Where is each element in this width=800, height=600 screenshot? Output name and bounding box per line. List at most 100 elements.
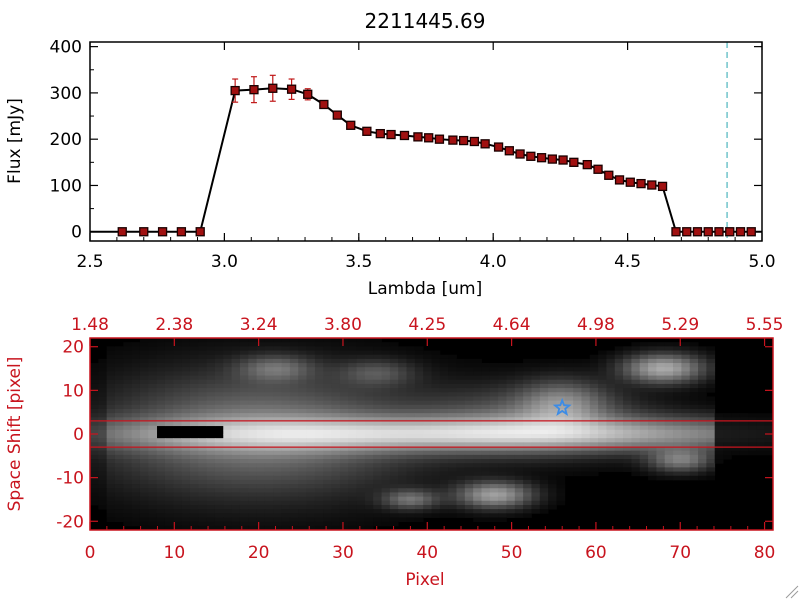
image-cell xyxy=(231,354,241,360)
image-cell xyxy=(323,496,332,502)
image-cell xyxy=(181,396,191,401)
image-cell xyxy=(339,342,349,347)
image-cell xyxy=(481,425,491,431)
image-cell xyxy=(764,450,774,456)
image-cell xyxy=(131,492,141,497)
image-cell xyxy=(681,379,691,385)
image-cell xyxy=(423,475,432,481)
image-cell xyxy=(248,363,257,368)
image-cell xyxy=(164,346,174,351)
image-cell xyxy=(723,417,732,422)
image-cell xyxy=(189,479,199,485)
image-cell xyxy=(381,408,391,414)
image-cell xyxy=(414,404,424,410)
image-cell xyxy=(164,442,174,447)
image-cell xyxy=(406,350,416,356)
image-cell xyxy=(306,509,316,514)
image-cell xyxy=(223,346,232,351)
image-cell xyxy=(614,408,624,414)
image-cell xyxy=(764,421,774,427)
data-point xyxy=(480,139,490,149)
image-cell xyxy=(139,392,149,397)
image-cell xyxy=(156,479,166,485)
image-cell xyxy=(523,421,532,427)
image-cell xyxy=(656,400,666,406)
image-cell xyxy=(731,446,741,452)
image-cell xyxy=(90,404,99,410)
image-cell xyxy=(273,475,282,481)
image-cell xyxy=(398,375,407,381)
image-cell xyxy=(639,429,649,435)
image-cell xyxy=(306,417,316,422)
image-cell xyxy=(156,346,166,351)
image-cell xyxy=(214,346,224,351)
image-cell xyxy=(381,513,391,518)
image-cell xyxy=(439,379,449,385)
image-cell xyxy=(148,363,158,368)
image-cell xyxy=(656,446,666,452)
image-cell xyxy=(139,408,149,414)
image-cell xyxy=(198,383,208,389)
image-cell xyxy=(173,396,183,401)
image-cell xyxy=(439,509,449,514)
image-cell xyxy=(256,467,266,472)
image-cell xyxy=(506,383,516,389)
image-cell xyxy=(289,338,299,343)
image-cell xyxy=(648,421,657,427)
image-cell xyxy=(381,400,391,406)
image-cell xyxy=(406,371,416,376)
image-cell xyxy=(706,442,716,447)
image-cell xyxy=(90,417,99,422)
image-cell xyxy=(606,363,616,368)
image-cell xyxy=(573,375,582,381)
image-cell xyxy=(356,375,366,381)
image-cell xyxy=(123,488,133,493)
image-cell xyxy=(231,350,241,356)
image-cell xyxy=(481,404,491,410)
image-cell xyxy=(456,363,466,368)
image-cell xyxy=(481,496,491,502)
image-cell xyxy=(698,417,707,422)
image-cell xyxy=(214,375,224,381)
image-cell xyxy=(414,509,424,514)
image-cell xyxy=(681,442,691,447)
image-cell xyxy=(306,463,316,468)
image-cell xyxy=(306,346,316,351)
image-cell xyxy=(306,442,316,447)
image-cell xyxy=(364,396,374,401)
image-cell xyxy=(498,496,507,502)
image-cell xyxy=(256,525,266,531)
image-cell xyxy=(139,463,149,468)
image-cell xyxy=(123,517,133,523)
image-cell xyxy=(506,413,516,418)
image-cell xyxy=(589,379,599,385)
image-cell xyxy=(298,484,307,489)
image-cell xyxy=(373,379,382,385)
image-cell xyxy=(556,463,566,468)
image-cell xyxy=(498,479,507,485)
image-cell xyxy=(131,375,141,381)
image-cell xyxy=(406,500,416,506)
image-cell xyxy=(623,350,632,356)
image-cell xyxy=(323,367,332,372)
image-cell xyxy=(548,496,557,502)
image-cell xyxy=(264,375,274,381)
image-cell xyxy=(448,371,457,376)
image-cell xyxy=(598,434,607,439)
image-cell xyxy=(331,354,341,360)
image-cell xyxy=(448,492,457,497)
image-cell xyxy=(273,375,282,381)
image-cell xyxy=(248,367,257,372)
image-cell xyxy=(298,479,307,485)
image-cell xyxy=(531,404,541,410)
image-cell xyxy=(198,388,208,393)
image-cell xyxy=(373,383,382,389)
image-cell xyxy=(256,388,266,393)
image-cell xyxy=(206,388,216,393)
image-cell xyxy=(148,463,158,468)
image-cell xyxy=(214,363,224,368)
image-cell xyxy=(273,488,282,493)
image-cell xyxy=(281,338,291,343)
image-cell xyxy=(331,342,341,347)
image-cell xyxy=(223,429,232,435)
